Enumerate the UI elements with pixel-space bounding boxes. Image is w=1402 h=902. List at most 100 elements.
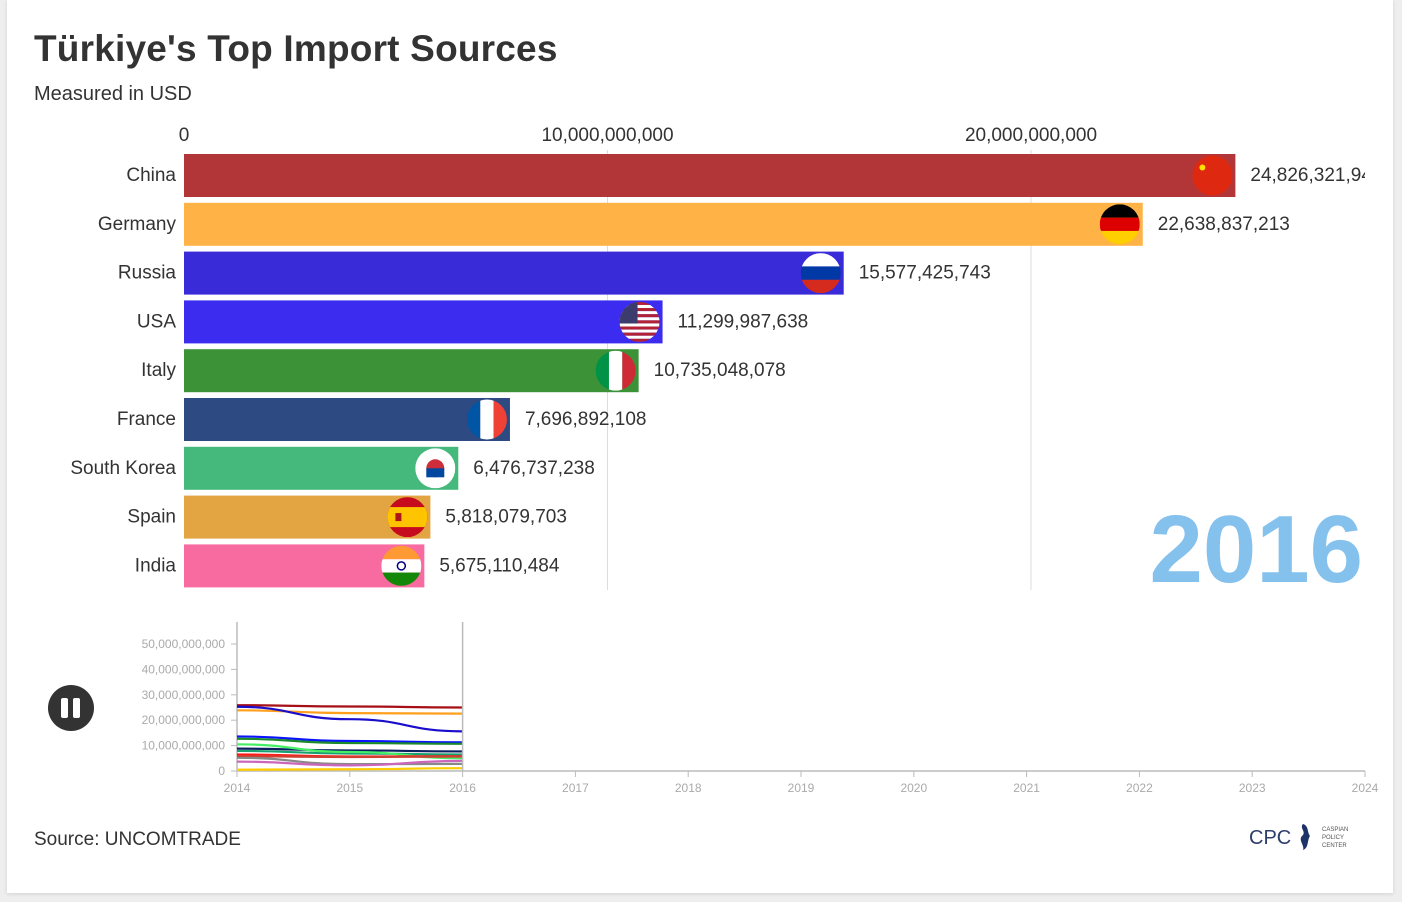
y-tick-label: 40,000,000,000 (142, 662, 226, 676)
flag-part (381, 572, 422, 586)
bar-china (184, 154, 1236, 197)
value-label: 24,826,321,94 (1250, 165, 1372, 186)
flag-part (493, 399, 507, 440)
flag-part (1099, 230, 1140, 245)
france-flag-icon (466, 399, 507, 440)
series-line (236, 735, 463, 744)
flag-part (800, 253, 841, 267)
flag-part (800, 266, 841, 280)
value-label: 11,299,987,638 (678, 311, 809, 332)
svg-text:CPC: CPC (1249, 827, 1291, 849)
flag-part (1099, 217, 1140, 231)
y-tick-label: 30,000,000,000 (142, 688, 226, 702)
bar-usa (184, 300, 663, 344)
bars-group: 24,826,321,94 22,638,837,213 15,577,425,74… (184, 154, 1372, 588)
flag-part (619, 317, 660, 321)
svg-text:CENTER: CENTER (1322, 843, 1347, 849)
flag-part (619, 329, 660, 333)
chart-subtitle: Measured in USD (34, 83, 192, 105)
flag-part (619, 332, 660, 336)
chart-card: Türkiye's Top Import Sources Measured in… (7, 0, 1393, 893)
x-tick-label: 2014 (224, 781, 251, 795)
x-tick-label: 2023 (1239, 781, 1266, 795)
pause-icon (61, 698, 68, 718)
category-label: China (126, 165, 176, 186)
x-tick-label: 2022 (1126, 781, 1153, 795)
flag-part (619, 304, 660, 309)
bar-italy (184, 349, 639, 393)
source-note: Source: UNCOMTRADE (34, 829, 241, 850)
x-tick-label: 2018 (675, 781, 702, 795)
y-tick-label: 10,000,000,000 (142, 739, 226, 753)
value-label: 22,638,837,213 (1158, 214, 1290, 235)
category-label: India (135, 555, 177, 576)
current-year-label: 2016 (1149, 496, 1363, 603)
flag-part (480, 399, 494, 440)
flag-part (619, 314, 660, 318)
pause-button[interactable] (48, 685, 94, 731)
bar-south-korea (184, 446, 459, 490)
flag-part (619, 323, 660, 327)
pause-icon-bar (73, 698, 80, 718)
series-line (236, 755, 463, 759)
svg-text:CASPIAN: CASPIAN (1322, 827, 1348, 833)
category-label: France (117, 409, 176, 430)
spain-flag-icon (387, 497, 428, 538)
bar-russia (184, 251, 844, 295)
cpc-logo: CPC CASPIAN POLICY CENTER (1249, 824, 1348, 850)
series-line (236, 767, 463, 771)
flag-part (595, 350, 609, 391)
category-label: South Korea (70, 458, 176, 479)
x-tick-label: 2017 (562, 781, 589, 795)
germany-flag-icon (1099, 204, 1140, 245)
flag-part (395, 513, 402, 522)
bar-chart: 0 10,000,000,000 20,000,000,000 24,826,321,… (70, 125, 1372, 590)
series-line (236, 705, 463, 733)
value-label: 15,577,425,743 (859, 263, 991, 284)
timeline-chart[interactable]: 0 10,000,000,000 20,000,000,000 30,000,000,… (7, 610, 1393, 810)
y-tick-label: 0 (218, 764, 225, 778)
series-line (236, 747, 463, 753)
category-label: Germany (98, 214, 177, 235)
flag-part (381, 559, 422, 573)
star (1199, 164, 1206, 171)
flag-part (619, 301, 660, 305)
y-tick-label: 20,000,000,000 (142, 713, 226, 727)
flag-part (619, 320, 660, 324)
chart-title: Türkiye's Top Import Sources (34, 28, 558, 69)
x-tick-label: 2019 (788, 781, 815, 795)
series-line (236, 749, 463, 756)
series-line (236, 759, 463, 767)
flag-part (608, 350, 623, 391)
flag-part (619, 335, 660, 339)
flag-part (381, 545, 422, 560)
value-label: 7,696,892,108 (525, 409, 647, 430)
russia-flag-icon (800, 253, 841, 294)
svg-text:POLICY: POLICY (1322, 835, 1344, 841)
bar-germany (184, 202, 1143, 246)
series-line (236, 756, 463, 766)
series-line (236, 704, 463, 709)
value-label: 10,735,048,078 (654, 360, 786, 381)
flag-part (466, 399, 481, 440)
x-tick-label: 2024 (1352, 781, 1379, 795)
x-tick-label: 2021 (1013, 781, 1040, 795)
x-tick-label: 20,000,000,000 (965, 125, 1097, 146)
flag-part (619, 311, 660, 315)
flag-part (387, 507, 428, 528)
x-tick-label: 2015 (336, 781, 363, 795)
south-korea-flag-icon (415, 448, 456, 489)
china-flag-icon (1192, 155, 1233, 196)
series-line (236, 737, 463, 745)
category-label: Italy (141, 360, 176, 381)
x-tick-label: 0 (179, 125, 190, 146)
bar-france (184, 398, 510, 441)
italy-flag-icon (595, 350, 636, 391)
category-label: Russia (118, 263, 177, 284)
flag-part (622, 350, 636, 391)
flag-part (619, 326, 660, 330)
chakra (396, 561, 407, 571)
taeguk (426, 468, 445, 478)
x-tick-label: 2016 (449, 781, 476, 795)
flag-part (1192, 155, 1233, 196)
